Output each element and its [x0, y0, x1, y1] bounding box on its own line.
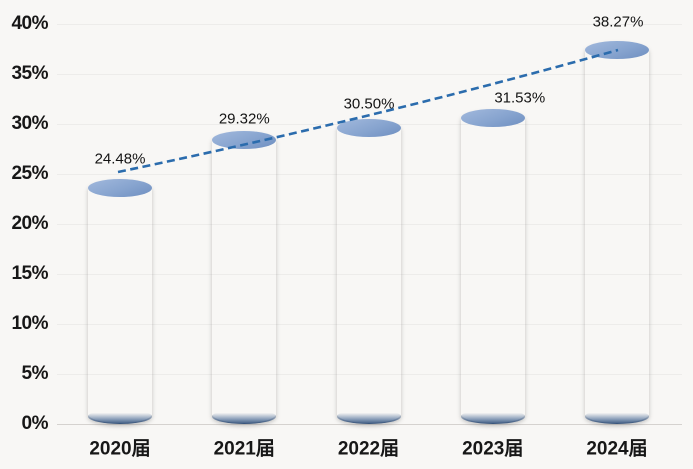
- x-axis-label: 2022届: [337, 438, 400, 460]
- data-label: 31.53%: [494, 89, 546, 107]
- y-tick-label: 25%: [11, 163, 48, 184]
- x-axis-label: 2024届: [586, 438, 648, 460]
- x-axis-line: [57, 423, 682, 425]
- y-tick-label: 5%: [21, 363, 49, 384]
- bar-bottom-shade: [336, 409, 401, 424]
- cylinder-bar-2022届: [336, 119, 401, 424]
- y-tick-label: 10%: [11, 313, 48, 334]
- cylinder-bar-2024届: [585, 41, 649, 424]
- gridline: [57, 173, 682, 175]
- x-axis-label: 2023届: [462, 438, 524, 460]
- gridline: [57, 23, 682, 25]
- data-label: 30.50%: [343, 95, 395, 113]
- bar-bottom-shade: [585, 408, 649, 424]
- x-axis-label: 2020届: [89, 438, 151, 460]
- data-label: 24.48%: [94, 150, 146, 168]
- gridline: [57, 373, 682, 375]
- y-tick-label: 0%: [21, 413, 49, 434]
- bar-top-face: [585, 41, 649, 60]
- y-tick-label: 35%: [11, 63, 48, 84]
- bar-bottom-shade: [460, 408, 525, 424]
- gridline: [57, 223, 682, 225]
- bar-top-face: [88, 179, 152, 198]
- y-tick-label: 15%: [11, 263, 48, 284]
- gridline: [57, 273, 682, 275]
- cylinder-bar-2021届: [212, 130, 277, 424]
- bar-top-face: [336, 119, 401, 137]
- data-label: 38.27%: [592, 13, 644, 31]
- y-tick-label: 40%: [11, 13, 48, 34]
- x-axis-label: 2021届: [213, 438, 275, 460]
- cylinder-bar-2023届: [460, 108, 525, 424]
- bar-top-face: [460, 108, 525, 127]
- data-label: 29.32%: [218, 110, 270, 128]
- y-tick-label: 30%: [11, 113, 48, 134]
- cylinder-bar-2020届: [88, 179, 152, 424]
- y-tick-label: 20%: [11, 213, 48, 234]
- bar-bottom-shade: [212, 408, 277, 424]
- bar-bottom-shade: [88, 408, 152, 424]
- bar-top-face: [212, 130, 277, 149]
- gridline: [57, 323, 682, 325]
